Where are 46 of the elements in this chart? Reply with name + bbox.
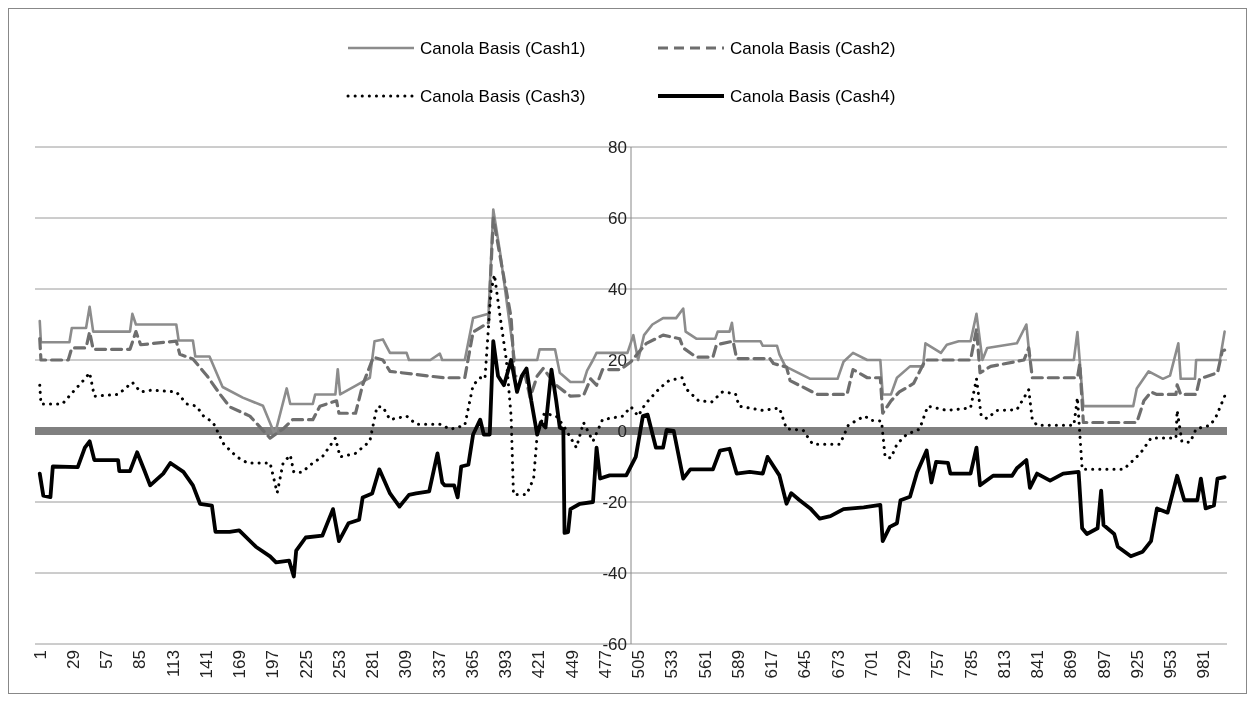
legend-label: Canola Basis (Cash2): [730, 39, 896, 58]
x-tick-label: 925: [1127, 650, 1147, 679]
legend-label: Canola Basis (Cash1): [420, 39, 586, 58]
x-tick-label: 85: [130, 650, 150, 669]
x-tick-label: 113: [163, 650, 183, 678]
x-tick-label: 841: [1028, 650, 1048, 679]
x-tick-label: 141: [196, 650, 216, 679]
x-tick-label: 505: [629, 650, 649, 679]
y-tick-label: 60: [608, 209, 627, 228]
x-tick-label: 393: [496, 650, 516, 679]
y-tick-label: 20: [608, 351, 627, 370]
y-tick-label: -40: [602, 564, 627, 583]
x-tick-label: 533: [662, 650, 682, 679]
x-tick-label: 897: [1094, 650, 1114, 679]
x-tick-label: 1: [30, 650, 50, 660]
x-tick-label: 337: [429, 650, 449, 679]
x-tick-label: 281: [363, 650, 383, 679]
x-tick-label: 57: [97, 650, 117, 669]
x-tick-label: 813: [994, 650, 1014, 679]
y-tick-label: -20: [602, 493, 627, 512]
x-tick-label: 953: [1161, 650, 1181, 679]
x-tick-label: 645: [795, 650, 815, 679]
x-tick-label: 197: [263, 650, 283, 679]
x-tick-label: 785: [961, 650, 981, 679]
x-tick-label: 225: [296, 650, 316, 679]
y-tick-label: 80: [608, 138, 627, 157]
x-tick-label: 757: [928, 650, 948, 679]
x-tick-label: 561: [695, 650, 715, 679]
x-tick-label: 701: [861, 650, 881, 679]
x-tick-label: 869: [1061, 650, 1081, 679]
x-tick-label: 29: [63, 650, 83, 669]
y-tick-label: 40: [608, 280, 627, 299]
x-tick-label: 421: [529, 650, 549, 679]
x-tick-label: 309: [396, 650, 416, 679]
legend-label: Canola Basis (Cash3): [420, 87, 586, 106]
x-tick-label: 617: [762, 650, 782, 679]
legend-label: Canola Basis (Cash4): [730, 87, 896, 106]
x-tick-label: 477: [595, 650, 615, 679]
x-tick-label: 729: [895, 650, 915, 679]
x-tick-label: 169: [230, 650, 250, 679]
x-tick-label: 253: [329, 650, 349, 679]
x-tick-label: 673: [828, 650, 848, 679]
x-tick-label: 449: [562, 650, 582, 679]
x-tick-label: 981: [1194, 650, 1214, 679]
x-tick-label: 589: [728, 650, 748, 679]
x-tick-label: 365: [462, 650, 482, 679]
